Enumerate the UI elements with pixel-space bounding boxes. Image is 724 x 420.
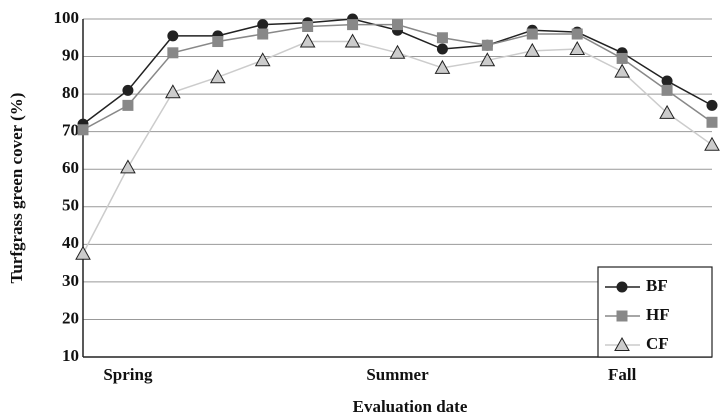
data-point	[257, 19, 269, 31]
data-point	[212, 36, 224, 48]
y-tick-label: 50	[62, 196, 79, 215]
y-tick-label: 40	[62, 233, 79, 252]
data-point	[122, 99, 134, 111]
x-axis-title: Evaluation date	[353, 397, 468, 416]
data-point	[299, 33, 316, 48]
y-tick-label: 20	[62, 308, 79, 327]
data-point	[254, 52, 271, 67]
data-point	[75, 245, 91, 260]
y-tick-label: 10	[62, 346, 79, 365]
data-point	[120, 159, 136, 174]
data-point	[344, 33, 361, 48]
legend-marker	[616, 310, 628, 322]
data-point	[167, 47, 179, 59]
data-point	[77, 124, 89, 136]
x-tick-label: Fall	[608, 365, 637, 384]
legend-marker	[614, 336, 630, 351]
data-point	[347, 19, 359, 31]
data-point	[389, 44, 406, 59]
data-point	[524, 42, 541, 57]
data-point	[481, 39, 493, 51]
data-point	[661, 84, 673, 96]
y-tick-label: 80	[62, 83, 79, 102]
data-point	[434, 59, 451, 74]
data-point	[167, 30, 179, 42]
data-point	[706, 99, 718, 111]
data-point	[479, 52, 496, 67]
x-tick-label: Spring	[103, 365, 153, 384]
data-point	[302, 21, 314, 33]
y-tick-label: 90	[62, 45, 79, 64]
data-point	[257, 28, 269, 40]
y-tick-label: 30	[62, 271, 79, 290]
legend-label: BF	[646, 276, 668, 295]
data-point	[436, 32, 448, 44]
data-point	[571, 28, 583, 40]
y-tick-label: 70	[62, 121, 79, 140]
x-tick-label: Summer	[366, 365, 429, 384]
data-point	[616, 52, 628, 64]
data-point	[436, 43, 448, 55]
data-point	[661, 75, 673, 87]
data-point	[526, 28, 538, 40]
data-point	[209, 69, 226, 84]
data-point	[392, 19, 403, 31]
y-tick-label: 60	[62, 158, 79, 177]
legend-label: HF	[646, 305, 670, 324]
data-point	[122, 84, 134, 96]
data-point	[706, 116, 718, 128]
y-axis-title: Turfgrass green cover (%)	[7, 93, 26, 284]
data-point	[704, 136, 720, 151]
data-point	[165, 84, 181, 99]
data-point	[569, 41, 586, 56]
data-point	[614, 63, 630, 78]
legend-label: CF	[646, 334, 669, 353]
legend-marker	[616, 281, 628, 293]
data-point	[659, 104, 675, 119]
y-tick-label: 100	[54, 8, 80, 27]
